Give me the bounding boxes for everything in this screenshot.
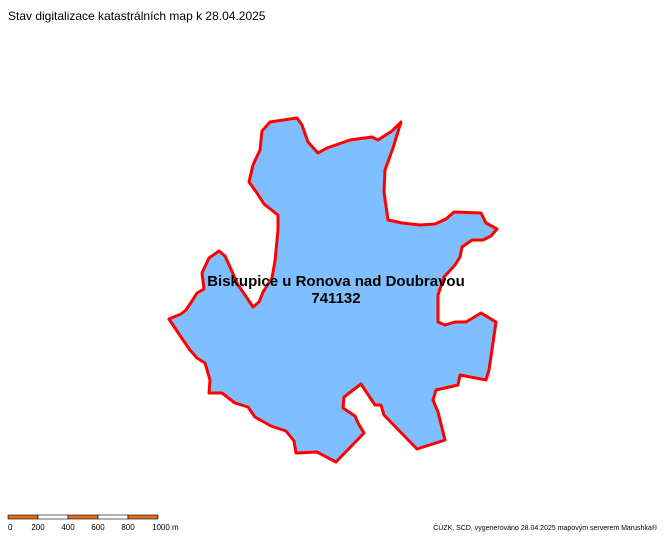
scale-label: 800 (121, 523, 135, 532)
scale-label: 1000 m (152, 523, 179, 532)
scale-label: 0 (8, 523, 13, 532)
credit: ČÚZK, SCD, vygenerováno 28.04.2025 mapov… (433, 523, 658, 532)
scale-label: 600 (91, 523, 105, 532)
map-title: Stav digitalizace katastrálních map k 28… (8, 9, 266, 23)
area-code: 741132 (311, 290, 360, 307)
scale-bar (7, 514, 159, 520)
cadastral-area (167, 116, 499, 464)
scale-label: 400 (61, 523, 75, 532)
scale-label: 200 (31, 523, 45, 532)
area-name: Biskupice u Ronova nad Doubravou (207, 273, 465, 290)
